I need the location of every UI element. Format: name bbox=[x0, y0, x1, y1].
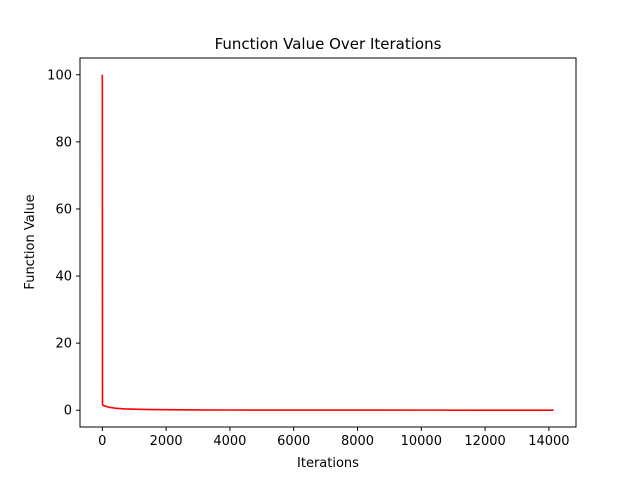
y-tick-label: 0 bbox=[64, 404, 72, 419]
series-line-0 bbox=[101, 74, 554, 411]
y-axis-label: Function Value bbox=[23, 194, 38, 289]
x-axis-ticks: 0 2000 4000 6000 8000 10000 12000 14000 bbox=[98, 427, 570, 449]
x-tick-label: 4000 bbox=[213, 434, 246, 449]
x-tick-label: 2000 bbox=[150, 434, 183, 449]
chart-title: Function Value Over Iterations bbox=[215, 35, 442, 53]
y-tick-label: 60 bbox=[55, 202, 72, 217]
y-tick-label: 40 bbox=[55, 270, 72, 285]
x-tick-label: 12000 bbox=[464, 434, 505, 449]
x-tick-label: 0 bbox=[98, 434, 106, 449]
x-tick-label: 8000 bbox=[341, 434, 374, 449]
plot-frame bbox=[79, 57, 577, 428]
y-tick-label: 80 bbox=[55, 135, 72, 150]
y-tick-label: 20 bbox=[55, 337, 72, 352]
y-tick-label: 100 bbox=[47, 68, 72, 83]
y-axis-ticks: 0 20 40 60 80 100 bbox=[47, 68, 80, 419]
x-tick-label: 6000 bbox=[277, 434, 310, 449]
plot-area bbox=[101, 74, 554, 411]
x-tick-label: 10000 bbox=[401, 434, 442, 449]
x-axis-label: Iterations bbox=[297, 456, 359, 471]
x-tick-label: 14000 bbox=[528, 434, 569, 449]
